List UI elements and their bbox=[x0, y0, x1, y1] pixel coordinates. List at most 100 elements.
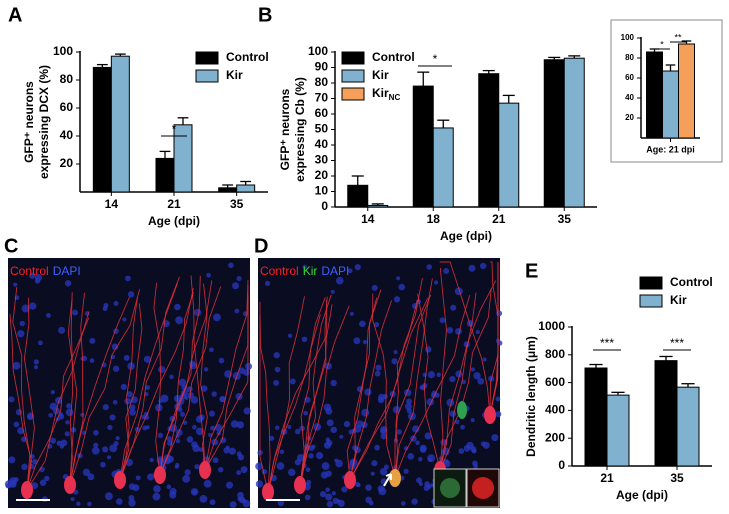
nucleus bbox=[419, 385, 424, 390]
nucleus bbox=[89, 337, 96, 344]
nucleus bbox=[343, 420, 351, 428]
legend-swatch bbox=[341, 69, 365, 83]
nucleus bbox=[443, 267, 450, 274]
nucleus bbox=[122, 317, 127, 322]
nucleus bbox=[279, 449, 285, 454]
nucleus bbox=[323, 403, 332, 412]
nucleus bbox=[264, 280, 271, 287]
nucleus bbox=[473, 464, 479, 469]
nucleus bbox=[12, 361, 21, 370]
nucleus bbox=[325, 437, 331, 443]
dendrite bbox=[259, 314, 271, 493]
dendrite bbox=[9, 313, 33, 491]
nucleus bbox=[228, 262, 234, 269]
nucleus bbox=[398, 283, 406, 291]
nucleus bbox=[495, 396, 501, 402]
nucleus bbox=[288, 468, 296, 477]
nucleus bbox=[166, 484, 172, 490]
y-tick-label: 800 bbox=[545, 347, 565, 361]
dendrite bbox=[26, 311, 90, 491]
nucleus bbox=[58, 326, 66, 334]
nucleus bbox=[169, 374, 174, 380]
nucleus bbox=[304, 494, 311, 501]
dendrite bbox=[372, 293, 396, 479]
nucleus bbox=[377, 396, 385, 404]
y-tick-label: 80 bbox=[60, 72, 74, 86]
bar bbox=[236, 184, 256, 193]
soma bbox=[199, 461, 211, 479]
y-axis-label: Dendritic length (μm) bbox=[524, 336, 538, 457]
nucleus bbox=[302, 264, 307, 270]
nucleus bbox=[186, 436, 194, 443]
nucleus bbox=[109, 444, 118, 453]
nucleus bbox=[396, 276, 401, 281]
nucleus bbox=[27, 414, 34, 421]
nucleus bbox=[391, 358, 398, 365]
significance: *** bbox=[670, 336, 684, 350]
nucleus bbox=[46, 313, 51, 318]
dendrite bbox=[346, 297, 378, 481]
x-tick-label: 14 bbox=[361, 212, 375, 226]
nucleus bbox=[115, 435, 120, 441]
nucleus bbox=[13, 282, 18, 287]
x-axis-label: Age: 21 dpi bbox=[646, 144, 695, 154]
dendrite bbox=[204, 294, 249, 471]
nucleus bbox=[184, 469, 191, 476]
nucleus bbox=[237, 491, 244, 499]
nucleus bbox=[475, 330, 480, 335]
nucleus bbox=[217, 466, 224, 473]
nucleus bbox=[349, 311, 354, 316]
nucleus bbox=[50, 437, 57, 444]
nucleus bbox=[186, 386, 193, 393]
nucleus bbox=[405, 403, 412, 411]
nucleus bbox=[152, 492, 161, 501]
significance: * bbox=[660, 39, 664, 49]
legend-swatch bbox=[639, 294, 663, 308]
nucleus bbox=[219, 396, 226, 403]
nucleus bbox=[209, 499, 216, 506]
nucleus bbox=[183, 420, 188, 425]
nucleus bbox=[19, 320, 26, 327]
nucleus bbox=[37, 340, 43, 346]
nucleus bbox=[497, 340, 503, 346]
nucleus bbox=[296, 453, 305, 462]
nucleus bbox=[424, 432, 432, 440]
nucleus bbox=[374, 444, 380, 451]
nucleus bbox=[308, 445, 315, 451]
bar bbox=[367, 204, 389, 208]
y-axis-label: expressing DCX (%) bbox=[37, 65, 51, 179]
nucleus bbox=[403, 468, 409, 474]
nucleus bbox=[182, 474, 191, 483]
nucleus bbox=[375, 364, 382, 371]
nucleus bbox=[380, 426, 388, 433]
y-tick-label: 80 bbox=[315, 75, 329, 89]
y-tick-label: 10 bbox=[315, 184, 329, 198]
stain: Control bbox=[10, 264, 49, 278]
significance: ** bbox=[674, 32, 682, 42]
nucleus bbox=[434, 280, 439, 285]
nucleus bbox=[400, 501, 406, 506]
nucleus bbox=[295, 428, 301, 435]
significance: *** bbox=[600, 336, 614, 350]
nucleus bbox=[482, 357, 487, 362]
nucleus bbox=[220, 437, 227, 444]
stain: Kir bbox=[303, 264, 318, 278]
nucleus bbox=[301, 336, 308, 343]
nucleus bbox=[195, 415, 204, 423]
nucleus bbox=[471, 448, 477, 454]
nucleus bbox=[189, 360, 196, 367]
nucleus bbox=[226, 481, 234, 489]
nucleus bbox=[326, 500, 334, 508]
bar bbox=[676, 386, 700, 467]
soma bbox=[64, 476, 76, 494]
nucleus bbox=[178, 378, 187, 387]
nucleus bbox=[48, 412, 54, 418]
nucleus bbox=[274, 366, 281, 373]
nucleus bbox=[455, 327, 462, 335]
nucleus bbox=[169, 487, 177, 495]
legend-label: Control bbox=[372, 50, 415, 64]
nucleus bbox=[434, 392, 440, 398]
nucleus bbox=[277, 499, 285, 507]
dendrite bbox=[119, 296, 138, 481]
